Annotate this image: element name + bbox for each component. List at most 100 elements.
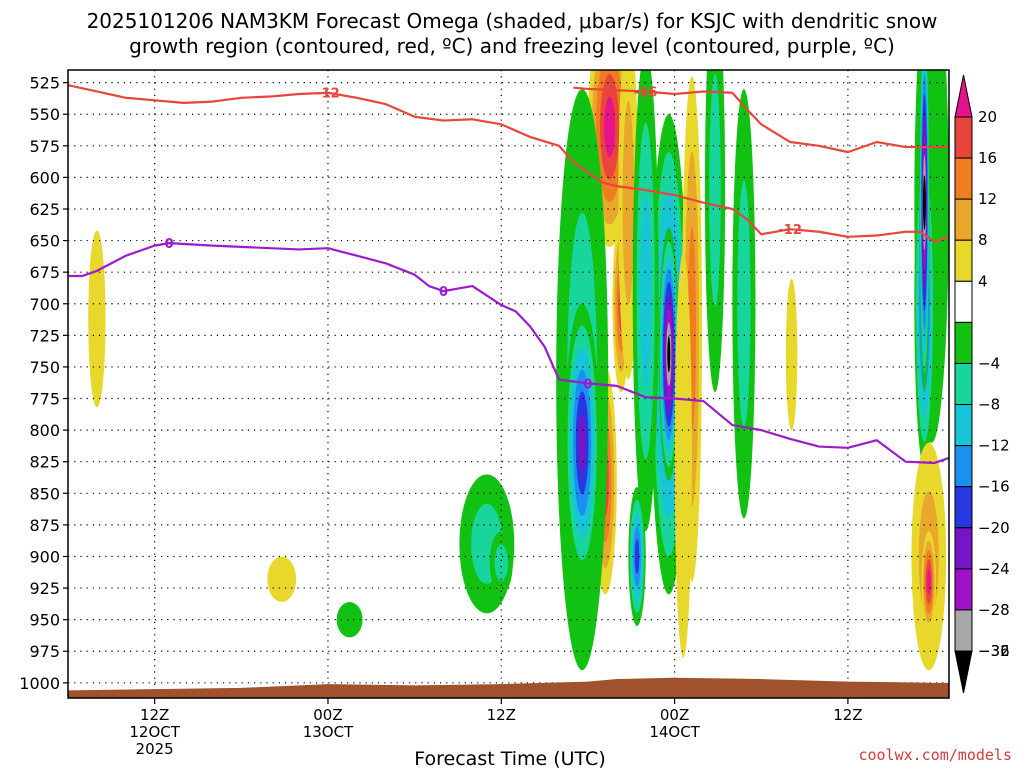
omega-band — [622, 101, 635, 305]
colorbar-tick-label: −20 — [978, 519, 1010, 537]
contour-freezing-level-label: 0 — [439, 285, 448, 300]
x-tick-label: 13OCT — [303, 723, 354, 741]
omega-feature — [921, 531, 937, 633]
colorbar-tick-label: −16 — [978, 478, 1010, 496]
colorbar-tick-label: −36 — [978, 642, 1010, 660]
colorbar-tick-label: 16 — [978, 149, 997, 167]
y-tick-label: 975 — [29, 642, 60, 661]
y-tick-label: 775 — [29, 390, 60, 409]
y-tick-label: 550 — [29, 105, 60, 124]
colorbar-bin — [954, 321, 973, 364]
omega-band — [785, 278, 798, 431]
chart-title-line2: growth region (contoured, red, ºC) and f… — [129, 34, 895, 58]
y-tick-label: 875 — [29, 516, 60, 535]
contour-minus16-line — [573, 86, 949, 154]
x-tick-label: 2025 — [136, 740, 174, 758]
colorbar-tick-label: −24 — [978, 560, 1010, 578]
omega-band — [709, 73, 721, 307]
x-tick-label: 12OCT — [129, 723, 180, 741]
colorbar-bin — [954, 116, 973, 159]
contour-minus12-line — [68, 84, 949, 243]
omega-feature — [564, 303, 600, 582]
omega-band — [634, 538, 640, 575]
omega-shading — [88, 70, 949, 671]
x-tick-label: 14OCT — [649, 723, 700, 741]
omega-band — [922, 175, 926, 231]
contour-freezing-level-label: 0 — [583, 377, 592, 392]
y-tick-label: 850 — [29, 484, 60, 503]
colorbar-bin — [954, 445, 973, 488]
omega-band — [667, 336, 671, 373]
omega-feature — [336, 601, 363, 638]
colorbar-bin — [954, 280, 973, 323]
omega-band — [926, 568, 931, 595]
y-tick-label: 600 — [29, 168, 60, 187]
y-tick-label: 625 — [29, 200, 60, 219]
y-tick-label: 525 — [29, 74, 60, 93]
x-tick-label: 12Z — [140, 706, 169, 724]
omega-band — [604, 96, 616, 158]
plot-background — [68, 70, 949, 698]
colorbar-bin — [954, 486, 973, 529]
omega-feature — [785, 278, 798, 431]
omega-band — [674, 253, 692, 658]
contour-freezing-level-line — [68, 242, 949, 465]
terrain-fill — [68, 677, 949, 698]
omega-band — [336, 601, 363, 638]
terrain-area — [68, 677, 949, 698]
chart-title-line1: 2025101206 NAM3KM Forecast Omega (shaded… — [87, 9, 938, 33]
contour-minus12: -12 -12 — [68, 84, 949, 243]
y-tick-label: 950 — [29, 611, 60, 630]
x-tick-label: 00Z — [313, 706, 342, 724]
colorbar-bin — [954, 568, 973, 611]
omega-band — [640, 194, 651, 388]
contour-minus12-label: -12 — [316, 87, 340, 102]
colorbar-bin — [954, 157, 973, 200]
y-tick-label: 900 — [29, 547, 60, 566]
omega-band — [267, 556, 297, 602]
y-tick-label: 650 — [29, 232, 60, 251]
colorbar-tick-label: 4 — [978, 272, 988, 290]
x-tick-label: 12Z — [833, 706, 862, 724]
omega-feature — [88, 230, 106, 408]
y-tick-label: 700 — [29, 295, 60, 314]
omega-band — [88, 230, 106, 408]
contour-freezing-level-label: 0 — [165, 237, 174, 252]
colorbar-bin — [954, 609, 973, 652]
y-tick-label: 575 — [29, 137, 60, 156]
colorbar-arrow-bottom — [954, 650, 973, 694]
colorbar: 20 16 12 8 4 −4 −8 −12 −16 −20 −24 −28 −32−36 — [954, 74, 1010, 694]
plot-frame — [67, 69, 950, 699]
contour-freezing-level: 0 0 0 — [68, 237, 949, 465]
colorbar-tick-label: −12 — [978, 437, 1010, 455]
colorbar-tick-label: −28 — [978, 601, 1010, 619]
colorbar-tick-label: 20 — [978, 108, 997, 126]
colorbar-tick-label: 12 — [978, 190, 997, 208]
plot-area: -12 -12 -16 0 0 0 — [68, 70, 949, 698]
colorbar-tick-label: −8 — [978, 396, 1000, 414]
omega-feature — [628, 486, 646, 626]
omega-band — [494, 544, 508, 581]
y-tick-label: 925 — [29, 579, 60, 598]
y-tick-label: 675 — [29, 263, 60, 282]
contour-minus16-label: -16 — [634, 85, 658, 100]
omega-feature — [267, 556, 297, 602]
colorbar-arrow-top — [954, 74, 973, 118]
omega-feature — [674, 253, 692, 658]
colorbar-bin — [954, 527, 973, 570]
y-tick-label: 825 — [29, 453, 60, 472]
y-axis-ticks: 525 550 575 600 625 650 675 700 725 750 775 800 825 8… — [19, 74, 68, 693]
colorbar-bin — [954, 404, 973, 447]
x-axis-label: Forecast Time (UTC) — [414, 748, 605, 768]
colorbar-tick-label: −4 — [978, 354, 1000, 372]
contour-minus16: -16 — [573, 85, 949, 154]
colorbar-tick-label: −32 — [978, 642, 1010, 660]
omega-feature — [489, 531, 513, 595]
colorbar-bin — [954, 198, 973, 241]
omega-feature — [919, 70, 930, 393]
grid-lines — [68, 70, 949, 698]
temperature-contours: -12 -12 -16 0 0 0 — [68, 84, 949, 465]
colorbar-bin — [954, 362, 973, 406]
